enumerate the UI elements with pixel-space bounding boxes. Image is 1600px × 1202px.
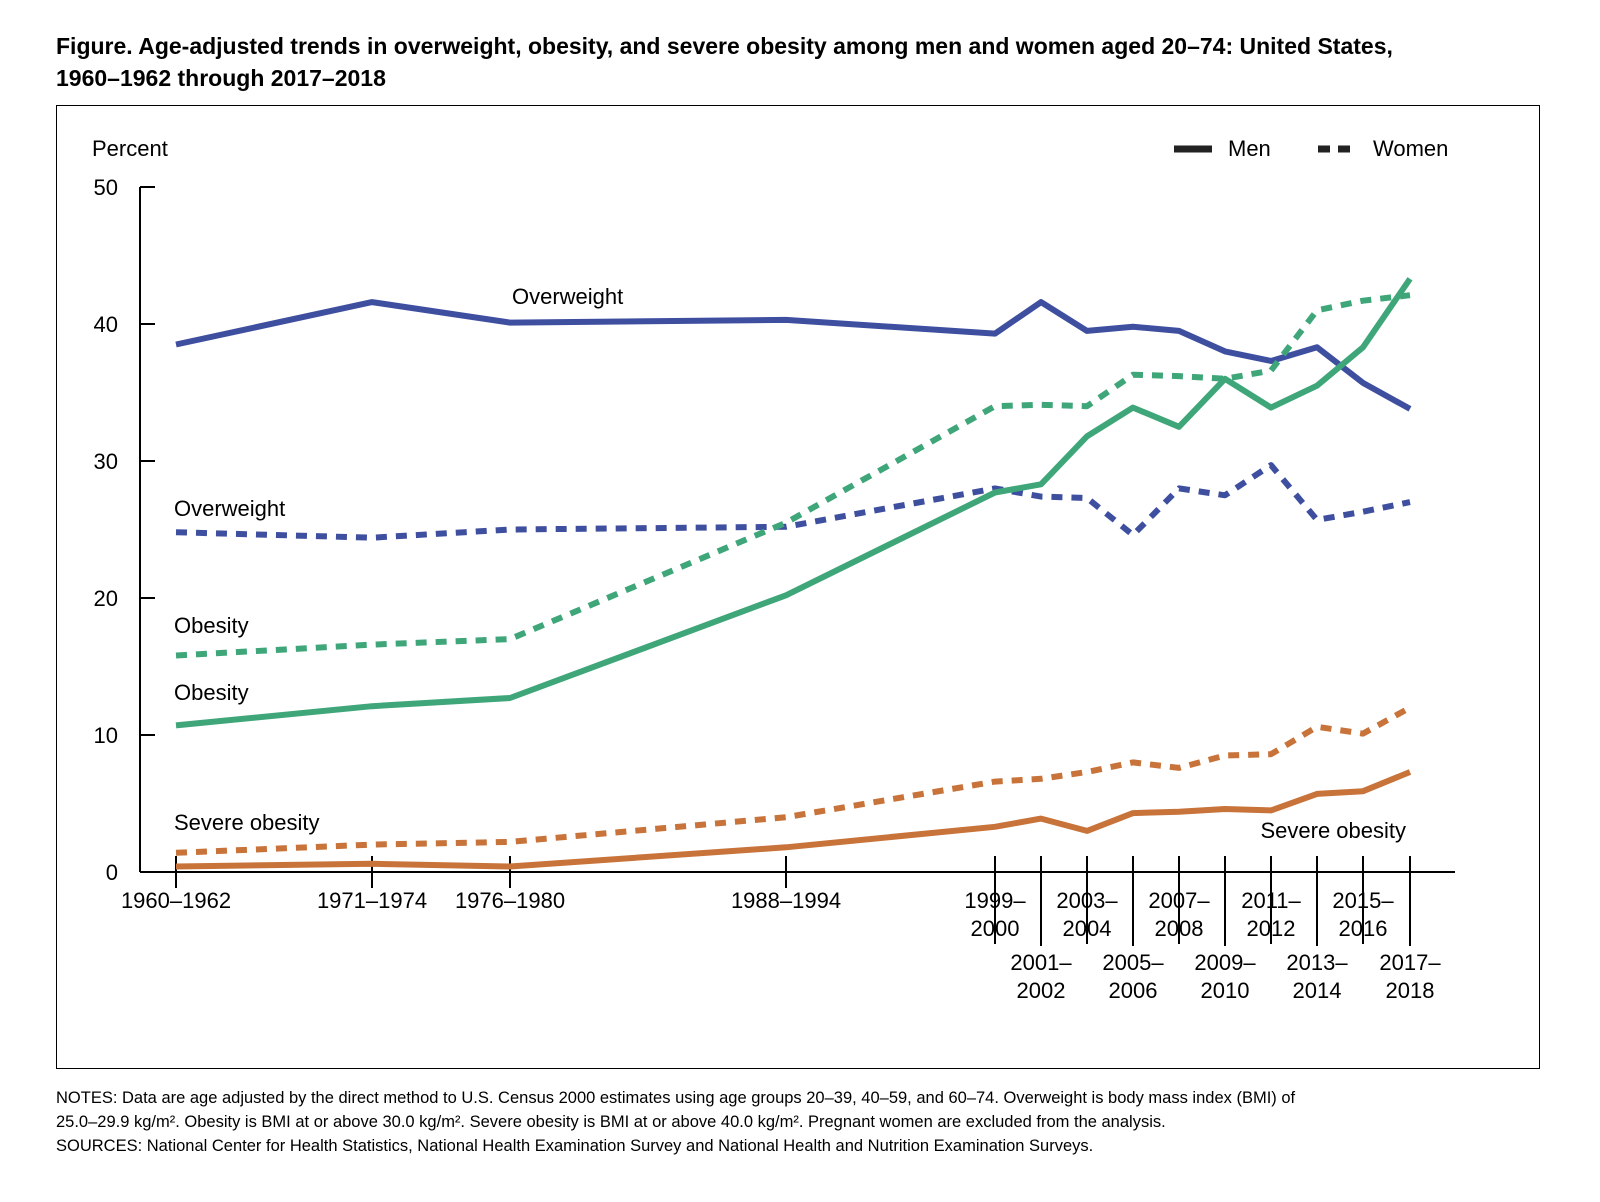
x-tick-label-7: 2005– 2006 [1102, 950, 1164, 1003]
series-line-overweight-women [175, 462, 1411, 541]
annotation-obesity-2: Obesity [174, 613, 249, 638]
legend-label-men: Men [1228, 136, 1271, 161]
series-line-severe-obesity-women [175, 704, 1412, 856]
annotation-obesity-3: Obesity [174, 680, 249, 705]
series-line-overweight-men [175, 299, 1412, 412]
x-tick-label-5: 2001– 2002 [1010, 950, 1072, 1003]
y-tick-label-50: 50 [94, 175, 118, 200]
series-line-severe-obesity-men [175, 769, 1412, 870]
chart-series [175, 277, 1413, 870]
x-tick-label-1: 1971–1974 [317, 888, 427, 913]
x-tick-label-8: 2007– 2008 [1148, 888, 1210, 941]
chart-axes: 0 10 20 30 40 50 Percent 1960–1962 1971–1974 1976… [92, 136, 1455, 1003]
x-tick-label-4: 1999– 2000 [964, 888, 1026, 941]
notes-line-2: 25.0–29.9 kg/m². Obesity is BMI at or ab… [56, 1113, 1166, 1131]
notes-line-1: NOTES: Data are age adjusted by the dire… [56, 1089, 1296, 1107]
y-tick-label-10: 10 [94, 723, 118, 748]
y-tick-label-0: 0 [106, 860, 118, 885]
x-tick-label-3: 1988–1994 [731, 888, 841, 913]
figure-title: Figure. Age-adjusted trends in overweigh… [56, 30, 1556, 94]
legend-label-women: Women [1373, 136, 1448, 161]
notes-line-3: SOURCES: National Center for Health Stat… [56, 1137, 1094, 1155]
figure-title-line-1: Figure. Age-adjusted trends in overweigh… [56, 33, 1393, 59]
annotation-severe-obesity-5: Severe obesity [1260, 818, 1406, 843]
series-line-obesity-women [175, 292, 1411, 659]
x-tick-label-13: 2017– 2018 [1379, 950, 1441, 1003]
annotation-severe-obesity-4: Severe obesity [174, 810, 320, 835]
series-line-obesity-men [175, 277, 1413, 729]
x-tick-label-6: 2003– 2004 [1056, 888, 1118, 941]
figure-notes: NOTES: Data are age adjusted by the dire… [56, 1086, 1556, 1158]
x-tick-label-2: 1976–1980 [455, 888, 565, 913]
x-tick-label-12: 2015– 2016 [1332, 888, 1394, 941]
y-tick-label-30: 30 [94, 449, 118, 474]
x-tick-label-0: 1960–1962 [121, 888, 231, 913]
y-tick-label-20: 20 [94, 586, 118, 611]
chart-annotations: Overweight Overweight Obesity Obesity Severe… [174, 284, 1406, 843]
chart-legend: Men Women [1174, 136, 1448, 161]
x-tick-label-10: 2011– 2012 [1241, 888, 1301, 941]
y-tick-label-40: 40 [94, 312, 118, 337]
x-tick-label-11: 2013– 2014 [1286, 950, 1348, 1003]
y-axis-label: Percent [92, 136, 168, 161]
annotation-overweight-0: Overweight [512, 284, 623, 309]
annotation-overweight-1: Overweight [174, 496, 285, 521]
chart-frame [56, 105, 1540, 1069]
figure-title-line-2: 1960–1962 through 2017–2018 [56, 65, 386, 91]
x-tick-label-9: 2009– 2010 [1194, 950, 1256, 1003]
